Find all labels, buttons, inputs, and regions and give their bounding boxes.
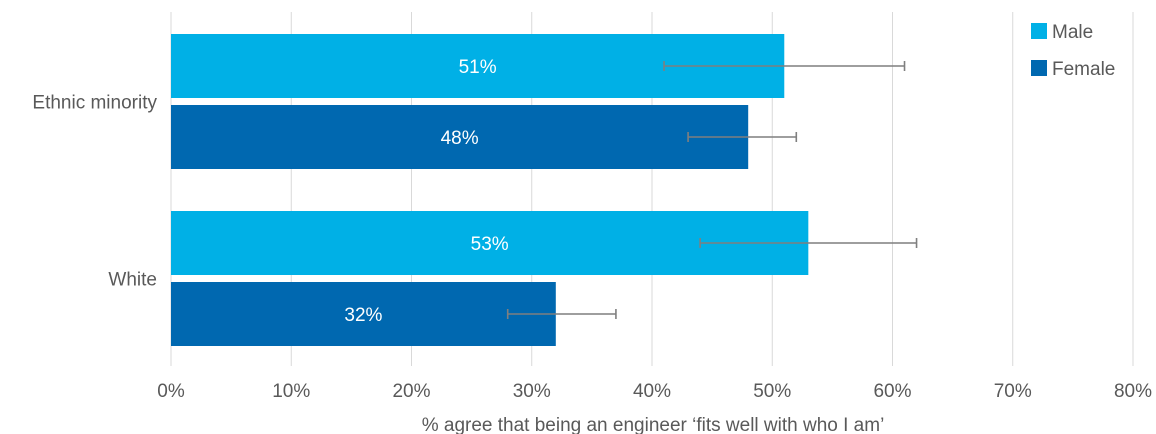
category-labels: Ethnic minority White bbox=[32, 93, 157, 291]
error-bar bbox=[506, 309, 617, 319]
bar-female-1 bbox=[171, 282, 556, 346]
data-label: 51% bbox=[459, 57, 497, 78]
x-tick-label: 50% bbox=[753, 381, 791, 402]
data-label: 32% bbox=[344, 305, 382, 326]
x-axis-label: % agree that being an engineer ‘fits wel… bbox=[422, 415, 885, 434]
error-bar bbox=[663, 61, 906, 71]
x-tick-label: 10% bbox=[272, 381, 310, 402]
x-tick-label: 70% bbox=[994, 381, 1032, 402]
x-tick-label: 20% bbox=[392, 381, 430, 402]
data-label: 53% bbox=[471, 234, 509, 255]
category-label: Ethnic minority bbox=[32, 93, 157, 114]
x-tick-label: 60% bbox=[873, 381, 911, 402]
legend-swatch bbox=[1031, 60, 1047, 76]
x-tick-labels: 0% 10% 20% 30% 40% 50% 60% 70% 80% bbox=[157, 381, 1152, 402]
error-bar bbox=[699, 238, 918, 248]
legend-label: Male bbox=[1052, 22, 1093, 43]
x-tick-label: 80% bbox=[1114, 381, 1152, 402]
legend: Male Female bbox=[1031, 22, 1115, 80]
data-labels: 51% 48% 53% 32% bbox=[344, 57, 508, 326]
x-tick-label: 30% bbox=[513, 381, 551, 402]
bar-female-0 bbox=[171, 105, 749, 169]
legend-swatch bbox=[1031, 23, 1047, 39]
data-label: 48% bbox=[441, 128, 479, 149]
error-bars bbox=[506, 61, 918, 319]
error-bar bbox=[687, 132, 798, 142]
x-tick-label: 0% bbox=[157, 381, 185, 402]
legend-label: Female bbox=[1052, 59, 1115, 80]
legend-item-male: Male bbox=[1031, 22, 1093, 43]
bars bbox=[171, 34, 809, 346]
legend-item-female: Female bbox=[1031, 59, 1115, 80]
x-tick-label: 40% bbox=[633, 381, 671, 402]
category-label: White bbox=[108, 270, 157, 291]
